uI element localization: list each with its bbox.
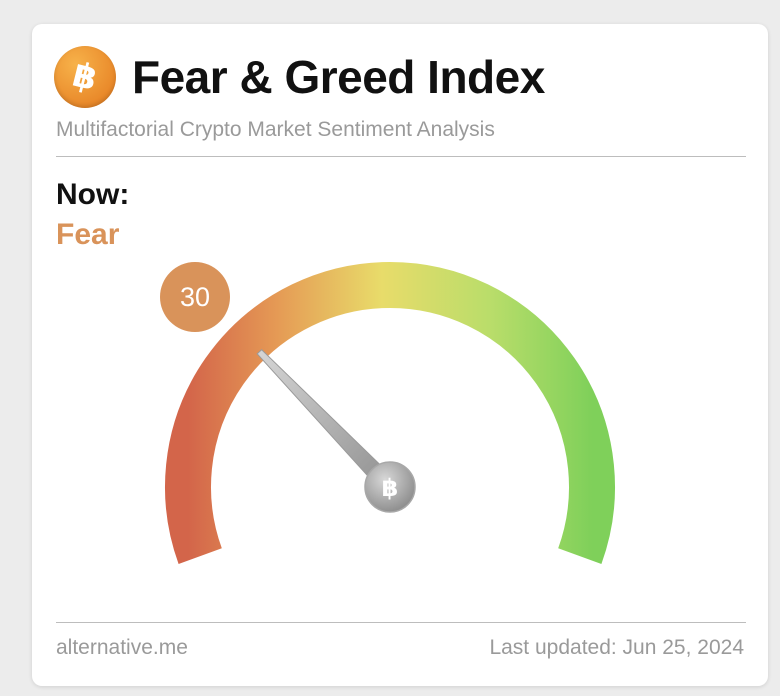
bitcoin-icon: ฿ [382, 474, 399, 502]
bitcoin-icon: ฿ [54, 46, 116, 108]
sentiment-classification: Fear [56, 218, 120, 251]
page-subtitle: Multifactorial Crypto Market Sentiment A… [56, 118, 495, 141]
sentiment-gauge: ฿ [165, 261, 615, 564]
gauge-hub [364, 461, 416, 513]
last-updated: Last updated: Jun 25, 2024 [489, 636, 744, 659]
header-divider [56, 156, 746, 157]
gauge-arc [165, 261, 615, 564]
gauge-value-badge: 30 [160, 262, 230, 332]
source-link[interactable]: alternative.me [56, 636, 188, 659]
footer-divider [56, 622, 746, 623]
fear-greed-card: ฿ Fear & Greed Index Multifactorial Cryp… [32, 24, 768, 686]
card-header: ฿ Fear & Greed Index [54, 46, 545, 108]
page-title: Fear & Greed Index [132, 51, 545, 103]
now-label: Now: [56, 178, 130, 211]
